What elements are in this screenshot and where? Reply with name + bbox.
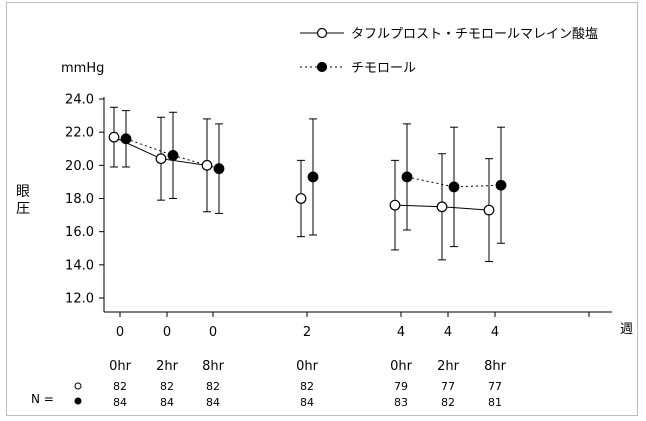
y-axis-label: 眼圧 <box>16 184 30 217</box>
x-tick-label-time: 8hr <box>484 359 507 374</box>
n-rows: 82 82 82 82 79 77 77 84 84 84 84 83 82 81 <box>74 380 502 409</box>
data-point-combination <box>201 159 213 171</box>
n-value: 77 <box>488 380 502 393</box>
data-point-combination <box>295 193 307 204</box>
n-value: 82 <box>300 380 314 393</box>
data-point-combination <box>108 131 120 143</box>
data-point-combination <box>436 201 448 213</box>
data-point-timolol <box>448 181 460 193</box>
y-tick-label: 16.0 <box>65 225 94 240</box>
x-tick-label-week: 0 <box>116 325 124 340</box>
y-tick-label: 18.0 <box>65 192 94 207</box>
x-tick-label-time: 0hr <box>390 359 413 374</box>
data-point-timolol <box>213 163 225 175</box>
n-value: 84 <box>113 396 127 409</box>
y-tick-label: 22.0 <box>65 126 94 141</box>
n-value: 82 <box>113 380 127 393</box>
n-value: 83 <box>394 396 408 409</box>
error-bars <box>110 106 505 263</box>
legend: タフルプロスト・チモロールマレイン酸塩 チモロール <box>300 27 598 76</box>
x-tick-label-time: 2hr <box>156 359 179 374</box>
n-value: 81 <box>488 396 502 409</box>
x-tick-label-week: 4 <box>444 325 452 340</box>
x-axis-label: 週 <box>620 322 633 337</box>
n-value: 77 <box>441 380 455 393</box>
n-row-marker-combination <box>74 382 82 390</box>
n-value: 84 <box>206 396 220 409</box>
data-point-combination <box>483 204 495 216</box>
data-point-timolol <box>120 133 132 145</box>
n-row-marker-timolol <box>74 397 82 405</box>
legend-entry-combination: タフルプロスト・チモロールマレイン酸塩 <box>300 27 598 42</box>
data-point-timolol <box>167 149 179 161</box>
unit-label: mmHg <box>61 61 104 76</box>
n-value: 82 <box>441 396 455 409</box>
x-tick-label-week: 2 <box>303 325 311 340</box>
y-tick-label: 14.0 <box>65 258 94 273</box>
n-label: N = <box>31 392 54 406</box>
n-value: 84 <box>160 396 174 409</box>
x-tick-label-week: 4 <box>491 325 499 340</box>
axes <box>103 97 612 313</box>
x-tick-label-time: 8hr <box>202 359 225 374</box>
x-tick-label-time: 0hr <box>296 359 319 374</box>
data-point-combination <box>389 199 401 211</box>
legend-label-combination: タフルプロスト・チモロールマレイン酸塩 <box>351 27 598 42</box>
n-value: 84 <box>300 396 314 409</box>
y-tick-label: 12.0 <box>65 292 94 307</box>
y-tick-label: 20.0 <box>65 159 94 174</box>
n-value: 79 <box>394 380 408 393</box>
x-tick-label-week: 0 <box>209 325 217 340</box>
x-tick-label-week: 0 <box>163 325 171 340</box>
data-point-timolol <box>307 171 319 183</box>
data-point-combination <box>155 153 167 165</box>
data-point-timolol <box>495 179 507 191</box>
n-value: 82 <box>206 380 220 393</box>
y-ticks: 24.0 22.0 20.0 18.0 16.0 14.0 12.0 <box>65 93 104 307</box>
x-tick-label-week: 4 <box>397 325 405 340</box>
series-line-timolol <box>406 176 502 188</box>
y-tick-label: 24.0 <box>65 93 94 108</box>
series-markers <box>108 131 507 216</box>
legend-entry-timolol: チモロール <box>300 61 416 76</box>
data-point-timolol <box>401 171 413 183</box>
x-ticks: 0 0hr 0 2hr 0 8hr 2 0hr 4 0hr 4 2hr 4 8hr <box>109 312 590 374</box>
n-value: 82 <box>160 380 174 393</box>
x-tick-label-time: 0hr <box>109 359 132 374</box>
series-lines <box>113 136 502 211</box>
legend-label-timolol: チモロール <box>351 61 416 76</box>
x-tick-label-time: 2hr <box>437 359 460 374</box>
